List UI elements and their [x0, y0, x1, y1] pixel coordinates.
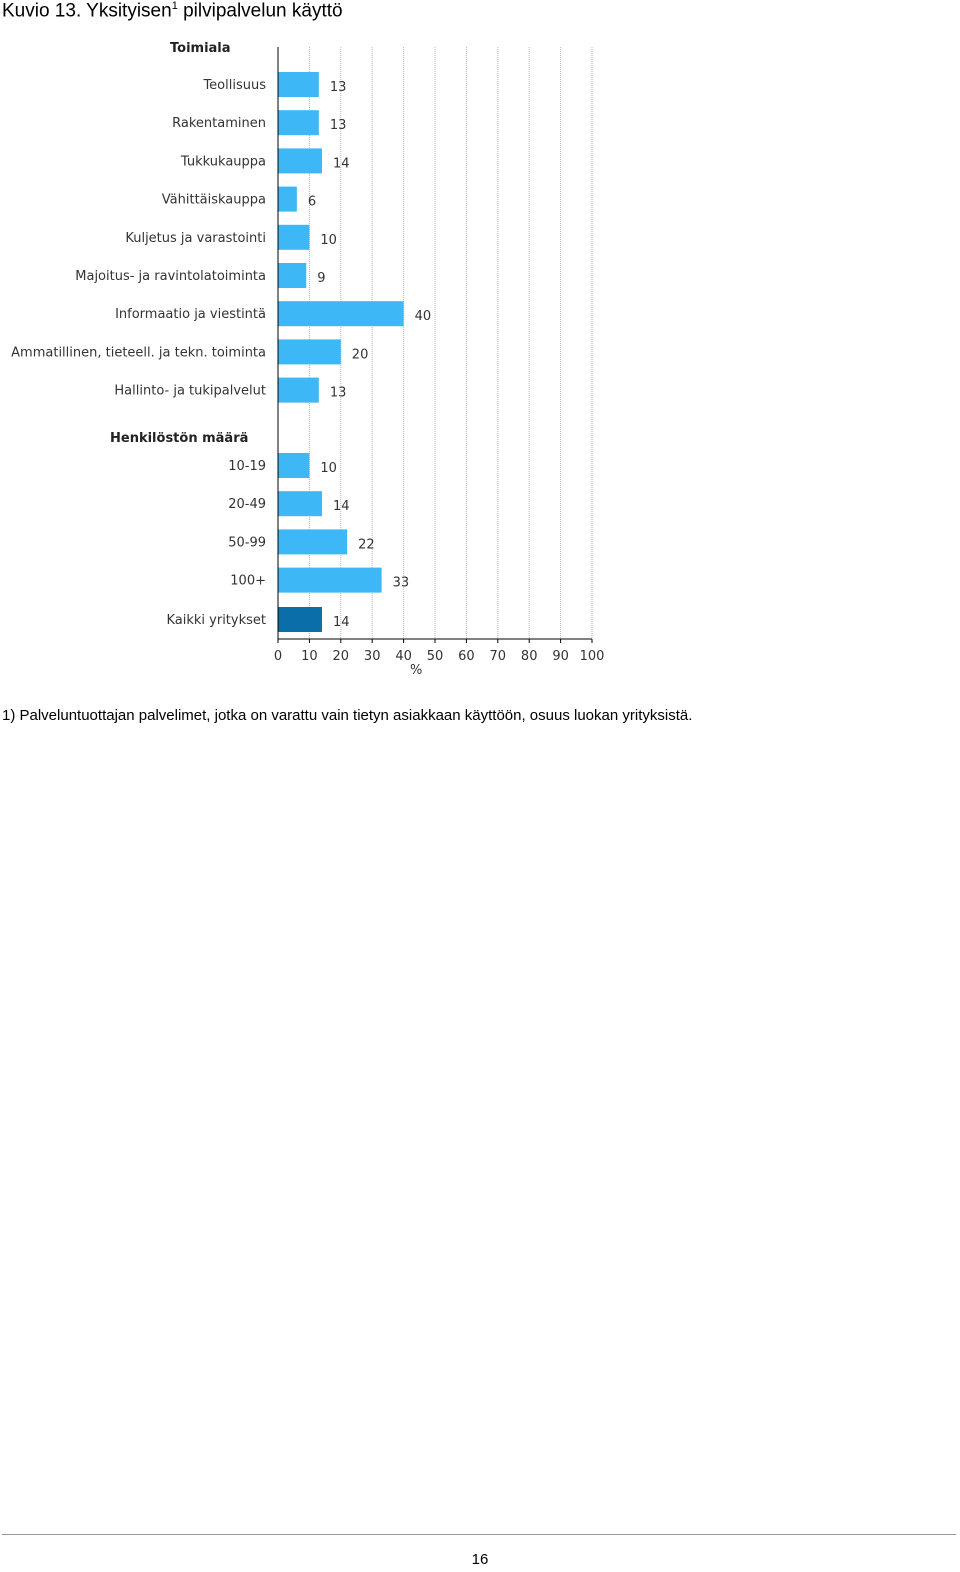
category-label: Informaatio ja viestintä: [115, 307, 266, 322]
footnote: 1) Palveluntuottajan palvelimet, jotka o…: [2, 707, 693, 724]
group-heading: Toimiala: [170, 41, 231, 56]
bar: [278, 339, 341, 365]
bar: [278, 301, 404, 327]
bar-chart: Toimiala Teollisuus 13 Rakentaminen 13 Tukkuk…: [11, 41, 605, 678]
category-label: 10-19: [228, 459, 266, 474]
page-divider: [2, 1534, 956, 1535]
x-tick-label: 0: [274, 649, 282, 664]
x-tick-label: 60: [458, 649, 475, 664]
x-tick-label: 90: [552, 649, 569, 664]
title-footnote-marker: 1: [171, 0, 178, 12]
bar: [278, 110, 319, 136]
category-label: Teollisuus: [202, 78, 266, 93]
bar: [278, 148, 322, 174]
x-axis-label: %: [410, 663, 422, 678]
category-label: 20-49: [228, 497, 266, 512]
data-label: 13: [330, 80, 347, 95]
category-label: Kuljetus ja varastointi: [125, 231, 266, 246]
data-label: 20: [352, 347, 369, 362]
bar: [278, 186, 297, 212]
bar: [278, 607, 322, 632]
data-label: 33: [393, 576, 410, 591]
category-label: Majoitus- ja ravintolatoiminta: [75, 269, 266, 284]
category-label: 100+: [230, 574, 266, 589]
data-label: 13: [330, 118, 347, 133]
data-label: 14: [333, 615, 350, 630]
bar: [278, 453, 310, 478]
data-label: 40: [415, 309, 432, 324]
data-label: 10: [320, 461, 337, 476]
x-tick-label: 50: [427, 649, 444, 664]
x-tick-label: 40: [395, 649, 412, 664]
bar: [278, 491, 322, 517]
category-label: 50-99: [228, 535, 266, 550]
data-label: 10: [320, 233, 337, 248]
data-label: 22: [358, 537, 375, 552]
group-heading: Henkilöstön määrä: [110, 431, 248, 446]
bar: [278, 529, 348, 555]
bar: [278, 263, 307, 288]
category-label: Tukkukauppa: [180, 154, 266, 169]
category-label: Rakentaminen: [172, 116, 266, 131]
x-tick-label: 10: [301, 649, 318, 664]
bar: [278, 224, 310, 250]
x-tick-label: 80: [521, 649, 538, 664]
x-tick-label: 20: [333, 649, 350, 664]
data-label: 13: [330, 386, 347, 401]
data-label: 14: [333, 156, 350, 171]
data-label: 9: [317, 271, 325, 286]
bar: [278, 72, 319, 97]
page-title: Kuvio 13. Yksityisen1 pilvipalvelun käyt…: [2, 0, 343, 22]
x-tick-label: 70: [490, 649, 507, 664]
bar: [278, 377, 319, 403]
category-label: Kaikki yritykset: [166, 613, 266, 628]
category-label: Vähittäiskauppa: [162, 193, 266, 208]
data-label: 14: [333, 499, 350, 514]
data-label: 6: [308, 195, 316, 210]
category-label: Ammatillinen, tieteell. ja tekn. toimint…: [11, 345, 266, 360]
page-number: 16: [471, 1551, 489, 1568]
x-tick-label: 30: [364, 649, 381, 664]
x-tick-label: 100: [580, 649, 605, 664]
category-label: Hallinto- ja tukipalvelut: [114, 384, 266, 399]
bar: [278, 567, 382, 593]
